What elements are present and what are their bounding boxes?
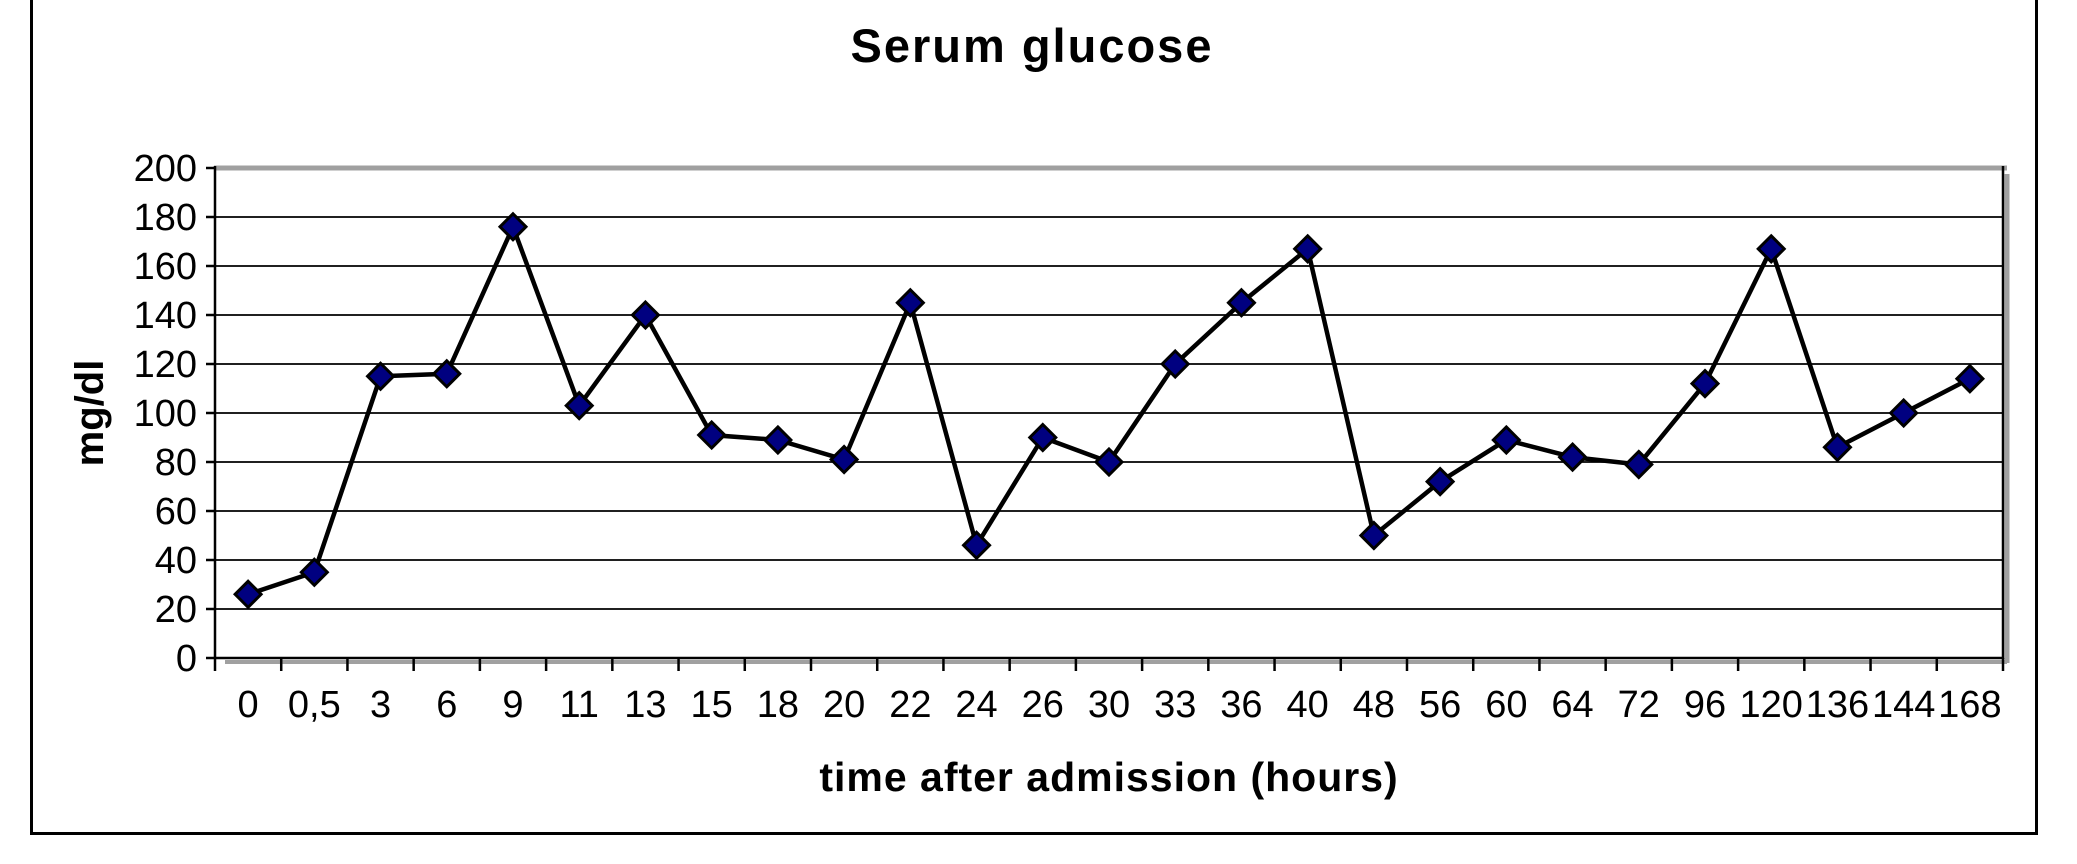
data-point-marker: [1689, 368, 1721, 399]
data-point-marker: [762, 424, 794, 456]
data-point-marker: [1093, 446, 1125, 478]
y-tick-label: 180: [134, 197, 197, 239]
x-tick-label: 36: [1220, 684, 1262, 726]
x-axis-title: time after admission (hours): [819, 754, 1399, 800]
x-tick-label: 15: [691, 684, 733, 726]
data-point-marker: [1954, 363, 1986, 394]
x-tick-label: 64: [1551, 684, 1593, 726]
x-tick-label: 13: [624, 684, 666, 726]
x-tick-label: 26: [1022, 684, 1064, 726]
x-tick-label: 96: [1684, 684, 1726, 726]
y-tick-label: 40: [155, 540, 197, 582]
y-tick-label: 60: [155, 491, 197, 533]
x-tick-label: 0: [238, 684, 259, 726]
data-point-marker: [895, 287, 926, 318]
data-point-marker: [1027, 422, 1058, 453]
x-tick-label: 56: [1419, 684, 1461, 726]
y-tick-label: 0: [176, 638, 197, 680]
y-tick-label: 200: [134, 148, 197, 190]
data-point-marker: [961, 530, 992, 561]
data-point-marker: [1623, 449, 1654, 480]
y-tick-label: 120: [134, 344, 197, 386]
x-tick-label: 33: [1154, 684, 1196, 726]
y-axis-title: mg/dl: [68, 359, 112, 467]
x-tick-label: 22: [889, 684, 931, 726]
x-tick-label: 120: [1740, 684, 1803, 726]
chart-title: Serum glucose: [850, 19, 1214, 72]
data-point-marker: [1756, 233, 1787, 264]
data-point-marker: [630, 299, 661, 331]
x-tick-label: 40: [1287, 684, 1329, 726]
x-tick-label: 9: [502, 684, 523, 726]
x-tick-label: 6: [436, 684, 457, 726]
data-point-marker: [1822, 432, 1853, 463]
data-point-marker: [365, 361, 396, 392]
x-tick-label: 18: [757, 684, 799, 726]
data-point-marker: [1358, 520, 1390, 551]
data-point-marker: [1160, 348, 1191, 380]
x-tick-label: 24: [955, 684, 997, 726]
y-tick-label: 20: [155, 589, 197, 631]
x-tick-label: 72: [1618, 684, 1660, 726]
x-tick-label: 48: [1353, 684, 1395, 726]
x-tick-label: 30: [1088, 684, 1130, 726]
y-tick-label: 140: [134, 295, 197, 337]
data-point-marker: [1491, 424, 1522, 456]
x-tick-label: 11: [559, 684, 598, 726]
y-tick-label: 100: [134, 393, 197, 435]
y-tick-label: 80: [155, 442, 197, 484]
x-tick-label: 0,5: [288, 684, 341, 726]
data-point-marker: [696, 419, 727, 451]
x-tick-label: 20: [823, 684, 865, 726]
data-point-marker: [1888, 397, 1919, 429]
data-point-marker: [828, 444, 860, 475]
series-line: [247, 220, 1971, 597]
x-tick-label: 136: [1806, 684, 1869, 726]
data-point-marker: [1424, 466, 1456, 497]
data-point-marker: [299, 557, 330, 588]
x-tick-label: 60: [1485, 684, 1527, 726]
data-point-marker: [232, 579, 264, 610]
data-point-marker: [497, 211, 529, 242]
data-point-marker: [1557, 441, 1588, 473]
data-point-marker: [431, 358, 462, 389]
data-point-marker: [1226, 287, 1257, 318]
data-point-marker: [564, 390, 595, 421]
y-tick-label: 160: [134, 246, 197, 288]
x-tick-label: 3: [370, 684, 391, 726]
data-point-marker: [1292, 233, 1323, 264]
x-tick-label: 168: [1938, 684, 2001, 726]
x-tick-label: 144: [1872, 684, 1935, 726]
